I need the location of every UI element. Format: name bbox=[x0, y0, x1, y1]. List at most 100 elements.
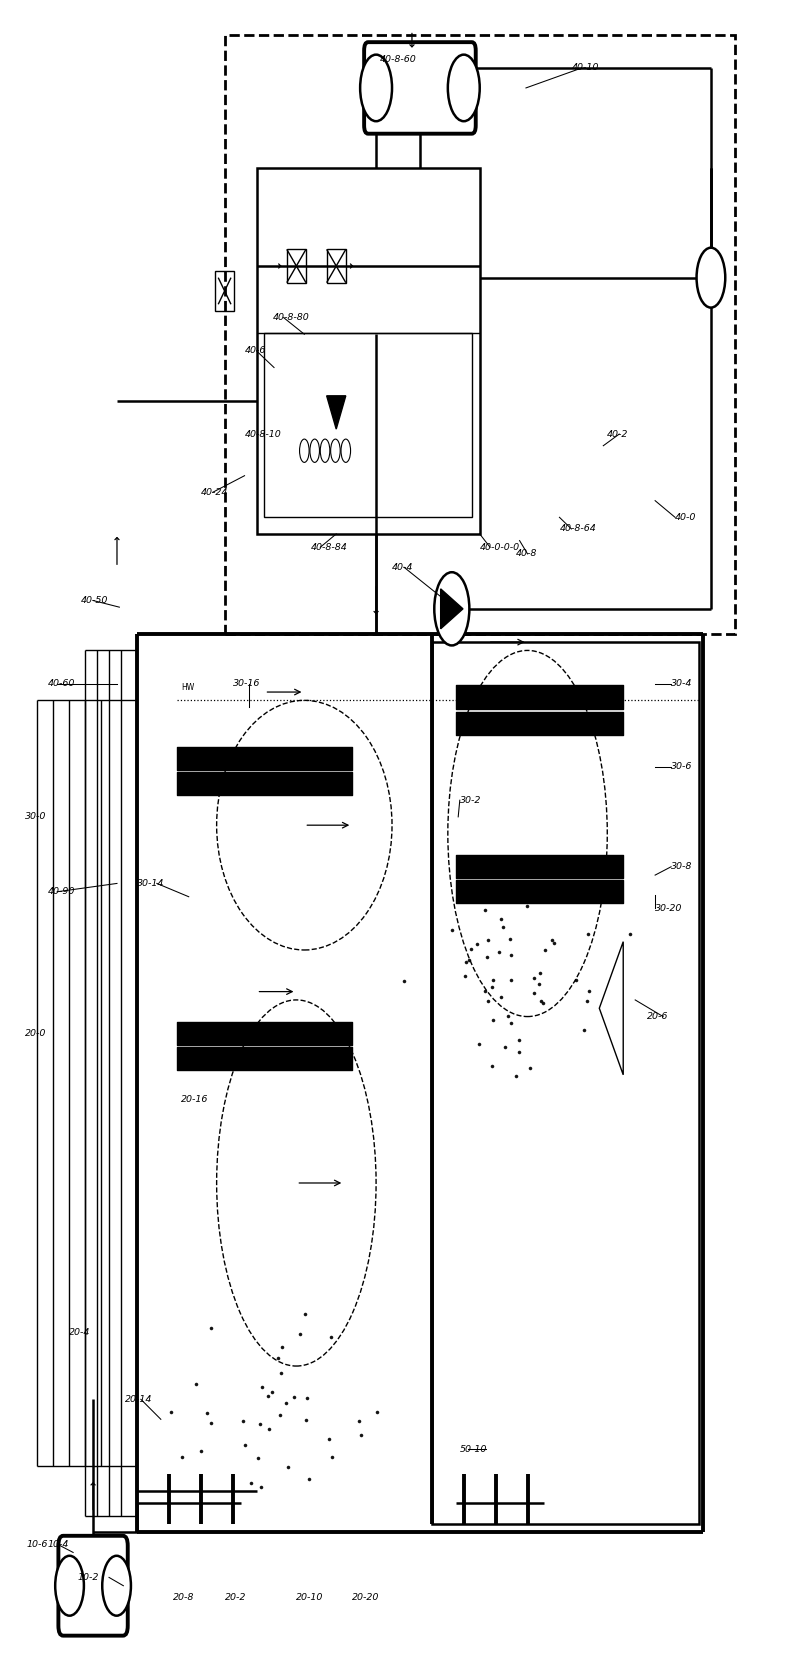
Text: 40-8-10: 40-8-10 bbox=[245, 430, 282, 438]
Point bbox=[298, 1300, 311, 1327]
Point bbox=[505, 967, 518, 994]
Circle shape bbox=[55, 1555, 84, 1615]
Point bbox=[302, 1465, 315, 1492]
Text: 40-90: 40-90 bbox=[48, 887, 75, 897]
Point bbox=[623, 920, 636, 947]
Text: 30-6: 30-6 bbox=[671, 762, 693, 772]
Point bbox=[262, 1384, 274, 1410]
Point bbox=[482, 927, 494, 954]
Text: 40-8-60: 40-8-60 bbox=[380, 55, 417, 63]
Point bbox=[505, 1010, 518, 1037]
Point bbox=[528, 980, 541, 1007]
Point bbox=[266, 1379, 278, 1405]
Point bbox=[205, 1410, 218, 1437]
Point bbox=[287, 1384, 300, 1410]
Point bbox=[272, 1345, 285, 1372]
Text: 20-20: 20-20 bbox=[352, 1594, 379, 1602]
Point bbox=[547, 930, 560, 957]
Point bbox=[353, 1407, 366, 1434]
Text: 20-2: 20-2 bbox=[225, 1594, 246, 1602]
Point bbox=[238, 1432, 251, 1459]
Text: 20-6: 20-6 bbox=[647, 1012, 669, 1022]
Point bbox=[274, 1359, 287, 1385]
Text: 10-6: 10-6 bbox=[27, 1540, 48, 1549]
Point bbox=[255, 1374, 268, 1400]
Text: 40-60: 40-60 bbox=[48, 678, 75, 688]
Point bbox=[205, 1315, 218, 1342]
Text: 30-4: 30-4 bbox=[671, 678, 693, 688]
Point bbox=[502, 1004, 514, 1030]
Text: 20-8: 20-8 bbox=[173, 1594, 194, 1602]
Point bbox=[528, 965, 541, 992]
Point bbox=[472, 1030, 485, 1057]
Text: 30-20: 30-20 bbox=[655, 904, 682, 914]
Bar bbox=[286, 250, 306, 283]
Text: 40-0: 40-0 bbox=[675, 513, 697, 522]
Point bbox=[195, 1439, 208, 1465]
Polygon shape bbox=[441, 588, 463, 628]
Point bbox=[326, 1444, 338, 1470]
FancyBboxPatch shape bbox=[364, 42, 476, 133]
Text: 40-2: 40-2 bbox=[607, 430, 629, 438]
Circle shape bbox=[697, 248, 726, 308]
Circle shape bbox=[434, 572, 470, 645]
Point bbox=[516, 874, 529, 900]
Point bbox=[300, 1407, 313, 1434]
Point bbox=[459, 964, 472, 990]
Point bbox=[510, 1064, 522, 1090]
Text: 40-8-64: 40-8-64 bbox=[559, 525, 596, 533]
Text: 20-16: 20-16 bbox=[181, 1095, 208, 1104]
Point bbox=[322, 1425, 335, 1452]
Point bbox=[535, 987, 548, 1014]
Point bbox=[355, 1422, 368, 1449]
Text: 30-16: 30-16 bbox=[233, 678, 260, 688]
Point bbox=[486, 967, 499, 994]
Text: 40-8-84: 40-8-84 bbox=[310, 543, 347, 552]
Circle shape bbox=[102, 1555, 131, 1615]
Point bbox=[252, 1444, 265, 1470]
Point bbox=[482, 987, 494, 1014]
Text: 30-0: 30-0 bbox=[26, 812, 46, 822]
Text: 40-10: 40-10 bbox=[571, 63, 598, 72]
Point bbox=[486, 1054, 498, 1080]
Point bbox=[280, 1390, 293, 1417]
Text: 20-10: 20-10 bbox=[296, 1594, 324, 1602]
Point bbox=[524, 1055, 537, 1082]
Point bbox=[478, 979, 491, 1005]
Text: 40-50: 40-50 bbox=[81, 597, 109, 605]
Point bbox=[494, 905, 507, 932]
Point bbox=[481, 944, 494, 970]
Point bbox=[581, 920, 594, 947]
Text: 10-2: 10-2 bbox=[77, 1574, 98, 1582]
Point bbox=[165, 1399, 178, 1425]
Point bbox=[464, 935, 477, 962]
Point bbox=[493, 939, 506, 965]
Point bbox=[398, 969, 411, 995]
Text: 10-4: 10-4 bbox=[48, 1540, 69, 1549]
Point bbox=[582, 977, 595, 1004]
Point bbox=[538, 937, 551, 964]
Polygon shape bbox=[326, 395, 346, 428]
Point bbox=[262, 1417, 275, 1444]
Point bbox=[534, 859, 547, 885]
Point bbox=[513, 1027, 526, 1054]
Point bbox=[254, 1474, 267, 1500]
Point bbox=[201, 1400, 214, 1427]
Point bbox=[521, 892, 534, 919]
Point bbox=[274, 1402, 286, 1429]
Text: 40-8: 40-8 bbox=[515, 550, 537, 558]
Text: 20-0: 20-0 bbox=[26, 1029, 46, 1037]
Text: 30-2: 30-2 bbox=[460, 795, 481, 805]
Point bbox=[236, 1409, 249, 1435]
Text: 40-6: 40-6 bbox=[245, 347, 266, 355]
Point bbox=[446, 917, 458, 944]
Point bbox=[486, 859, 499, 885]
Point bbox=[504, 942, 517, 969]
Point bbox=[486, 1007, 499, 1034]
Point bbox=[371, 1399, 384, 1425]
Point bbox=[503, 925, 516, 952]
Bar bbox=[432, 642, 699, 1524]
Point bbox=[498, 1034, 511, 1060]
Text: 40-24: 40-24 bbox=[201, 488, 228, 497]
Text: 20-4: 20-4 bbox=[69, 1329, 90, 1337]
